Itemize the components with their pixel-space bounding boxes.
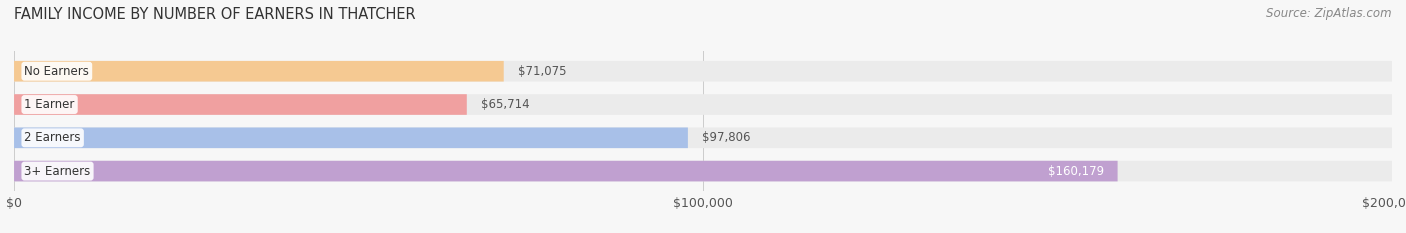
FancyBboxPatch shape: [14, 161, 1392, 182]
FancyBboxPatch shape: [14, 61, 1392, 82]
FancyBboxPatch shape: [14, 94, 467, 115]
Text: FAMILY INCOME BY NUMBER OF EARNERS IN THATCHER: FAMILY INCOME BY NUMBER OF EARNERS IN TH…: [14, 7, 416, 22]
Text: 2 Earners: 2 Earners: [24, 131, 82, 144]
Text: $71,075: $71,075: [517, 65, 567, 78]
Text: $160,179: $160,179: [1047, 164, 1104, 178]
FancyBboxPatch shape: [14, 127, 1392, 148]
FancyBboxPatch shape: [14, 127, 688, 148]
Text: No Earners: No Earners: [24, 65, 89, 78]
Text: $97,806: $97,806: [702, 131, 751, 144]
Text: 1 Earner: 1 Earner: [24, 98, 75, 111]
FancyBboxPatch shape: [14, 161, 1118, 182]
Text: 3+ Earners: 3+ Earners: [24, 164, 90, 178]
FancyBboxPatch shape: [14, 94, 1392, 115]
FancyBboxPatch shape: [14, 61, 503, 82]
Text: Source: ZipAtlas.com: Source: ZipAtlas.com: [1267, 7, 1392, 20]
Text: $65,714: $65,714: [481, 98, 529, 111]
